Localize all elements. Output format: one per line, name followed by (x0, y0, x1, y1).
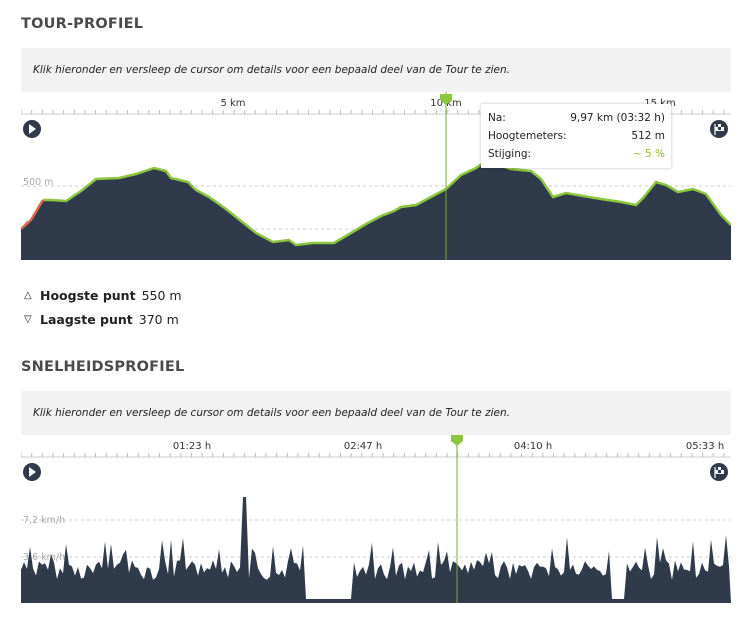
elevation-steep-segment (21, 199, 45, 230)
elevation-route-line (43, 161, 731, 247)
tooltip-distance-value: 9,97 km (03:32 h) (570, 112, 665, 124)
speed-profile-hint: Klik hieronder en versleep de cursor om … (21, 391, 731, 435)
lowest-point-stat: ▽ Laagste punt 370 m (24, 312, 179, 327)
highest-point-stat: △ Hoogste punt 550 m (24, 288, 182, 303)
tooltip-grade-label: Stijging: (488, 148, 532, 160)
speed-chart[interactable]: 01:23 h 02:47 h 04:10 h 05:33 h 7,2 km/h… (21, 435, 731, 603)
highest-point-label: Hoogste punt (40, 288, 136, 303)
elev-tick-15km: 15 km (644, 98, 675, 109)
tour-profile-title: TOUR-PROFIEL (21, 16, 144, 32)
speed-tick-0410: 04:10 h (514, 441, 552, 452)
lowest-point-label: Laagste punt (40, 312, 133, 327)
elevation-tooltip: Na: 9,97 km (03:32 h) Hoogtemeters: 512 … (481, 104, 671, 168)
lowest-point-value: 370 m (138, 312, 179, 327)
speed-profile-title: SNELHEIDSPROFIEL (21, 359, 185, 375)
speed-cursor-handle[interactable] (451, 435, 463, 446)
play-icon[interactable] (23, 463, 41, 481)
finish-flag-icon[interactable] (710, 463, 728, 481)
elev-ylabel-500: 500 m (23, 177, 53, 188)
tooltip-elevation-label: Hoogtemeters: (488, 130, 567, 142)
tooltip-distance-label: Na: (488, 112, 506, 124)
highest-point-value: 550 m (141, 288, 182, 303)
speed-ylabel-36: 3,6 km/h (23, 552, 65, 563)
speed-tick-0247: 02:47 h (344, 441, 382, 452)
triangle-down-icon: ▽ (24, 314, 32, 325)
tooltip-elevation-value: 512 m (631, 130, 665, 142)
triangle-up-icon: △ (24, 290, 32, 301)
elevation-chart[interactable]: 5 km 10 km 15 km 500 m 400 m (21, 92, 731, 260)
speed-tick-0533: 05:33 h (686, 441, 724, 452)
elevation-area (21, 163, 731, 260)
elev-tick-5km: 5 km (220, 98, 245, 109)
speed-ylabel-72: 7,2 km/h (23, 515, 65, 526)
elevation-cursor-handle[interactable] (440, 94, 452, 105)
speed-area (21, 497, 731, 603)
finish-flag-icon[interactable] (710, 120, 728, 138)
tooltip-grade-value: ~ 5 % (632, 148, 665, 160)
play-icon[interactable] (23, 120, 41, 138)
speed-tick-0123: 01:23 h (173, 441, 211, 452)
tour-profile-hint: Klik hieronder en versleep de cursor om … (21, 48, 731, 92)
